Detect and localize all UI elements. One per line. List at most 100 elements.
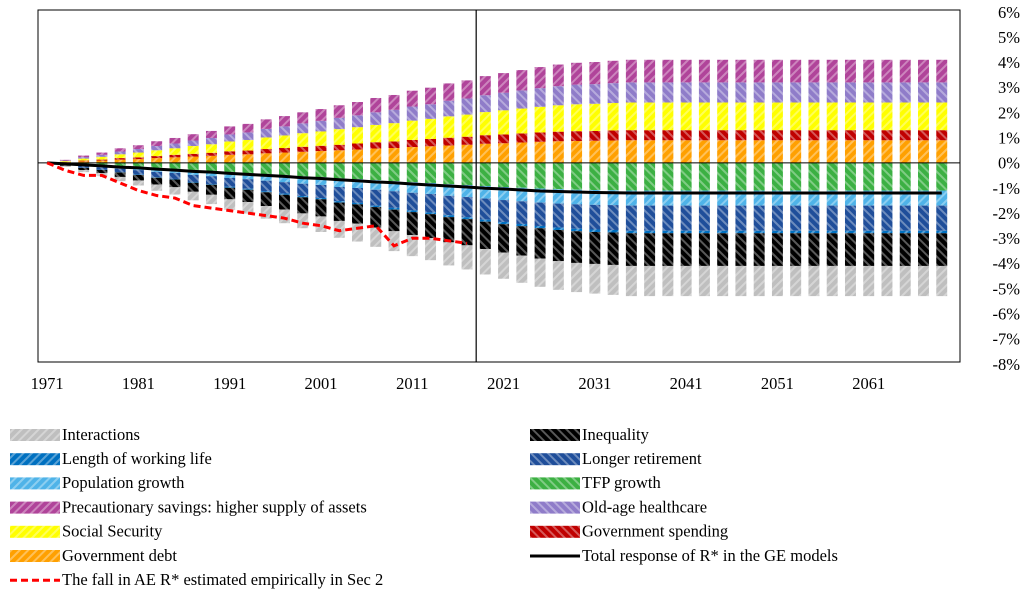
bar-segment — [407, 91, 418, 107]
bar-segment — [425, 88, 436, 105]
legend-swatch — [530, 502, 580, 514]
bar-segment — [261, 149, 272, 153]
bar-segment — [717, 130, 728, 140]
bar-segment — [206, 156, 217, 163]
legend-swatch — [10, 526, 60, 538]
bar-segment — [261, 163, 272, 175]
bar-segment — [881, 266, 892, 296]
legend-label: Interactions — [62, 425, 140, 444]
bar-segment — [115, 148, 126, 151]
bar-segment — [480, 220, 491, 222]
bar-segment — [845, 206, 856, 231]
bar-segment — [918, 206, 929, 231]
bar-segment — [827, 163, 838, 191]
legend-swatch — [10, 477, 60, 489]
bar-segment — [699, 206, 710, 231]
bar-segment — [717, 82, 728, 102]
bar-segment — [297, 184, 308, 196]
bar-segment — [96, 155, 107, 157]
bar-segment — [151, 172, 162, 177]
bar-segment — [608, 163, 619, 190]
bar-segment — [133, 180, 144, 185]
bar-segment — [808, 206, 819, 231]
y-tick-label: -2% — [993, 204, 1021, 223]
bar-segment — [900, 231, 911, 234]
bar-segment — [790, 206, 801, 231]
bar-segment — [772, 231, 783, 234]
bar-segment — [206, 184, 217, 185]
bar-segment — [169, 155, 180, 158]
bar-segment — [133, 145, 144, 149]
bar-segment — [462, 219, 473, 245]
series-line — [47, 163, 942, 193]
legend-label: Longer retirement — [582, 449, 702, 468]
bar-segment — [480, 76, 491, 95]
bar-segment — [936, 103, 947, 131]
bar-segment — [918, 103, 929, 131]
bar-segment — [133, 149, 144, 153]
bar-segment — [735, 103, 746, 131]
bar-segment — [498, 73, 509, 93]
bar-segment — [224, 188, 235, 200]
bar-segment — [316, 199, 327, 216]
bar-segment — [224, 126, 235, 134]
bar-segment — [407, 140, 418, 147]
bar-segment — [370, 190, 381, 206]
bar-segment — [699, 233, 710, 266]
bar-segment — [589, 264, 600, 294]
bar-segment — [370, 142, 381, 148]
bar-segment — [188, 192, 199, 201]
bar-segment — [480, 222, 491, 249]
bar-segment — [169, 163, 180, 170]
bar-segment — [918, 140, 929, 163]
bar-segment — [425, 194, 436, 212]
bar-segment — [389, 123, 400, 141]
bar-segment — [790, 60, 801, 83]
bar-segment — [407, 210, 418, 212]
bar-segment — [297, 163, 308, 177]
legend-label: Government spending — [582, 522, 728, 541]
bar-segment — [535, 88, 546, 107]
y-tick-label: 6% — [998, 3, 1020, 22]
bar-segment — [644, 266, 655, 296]
bar-segment — [717, 266, 728, 296]
bar-segment — [881, 233, 892, 266]
bar-segment — [370, 125, 381, 142]
bar-segment — [754, 140, 765, 163]
bar-segment — [389, 148, 400, 163]
bar-segment — [462, 98, 473, 114]
bar-segment — [352, 150, 363, 163]
bar-segment — [115, 158, 126, 160]
bar-segment — [535, 107, 546, 133]
bar-segment — [681, 233, 692, 266]
bar-segment — [206, 195, 217, 204]
bar-segment — [699, 266, 710, 296]
bar-segment — [936, 130, 947, 140]
bar-segment — [316, 185, 327, 198]
bar-segment — [316, 146, 327, 151]
bar-segment — [662, 60, 673, 83]
bar-segment — [863, 82, 874, 102]
bar-segment — [754, 163, 765, 191]
bar-segment — [480, 95, 491, 112]
bar-segment — [316, 163, 327, 177]
bar-segment — [242, 154, 253, 163]
bar-segment — [316, 151, 327, 163]
bar-segment — [206, 153, 217, 156]
bar-segment — [407, 163, 418, 182]
bar-segment — [790, 82, 801, 102]
bar-segment — [608, 230, 619, 233]
bar-segment — [389, 191, 400, 208]
bar-segment — [754, 206, 765, 231]
bar-segment — [407, 107, 418, 121]
bar-segment — [863, 266, 874, 296]
bar-segment — [608, 103, 619, 130]
bar-segment — [662, 140, 673, 163]
bar-segment — [206, 144, 217, 153]
bar-segment — [389, 163, 400, 181]
bar-segment — [827, 82, 838, 102]
bar-segment — [498, 200, 509, 222]
bar-segment — [881, 130, 892, 140]
bar-segment — [516, 256, 527, 283]
